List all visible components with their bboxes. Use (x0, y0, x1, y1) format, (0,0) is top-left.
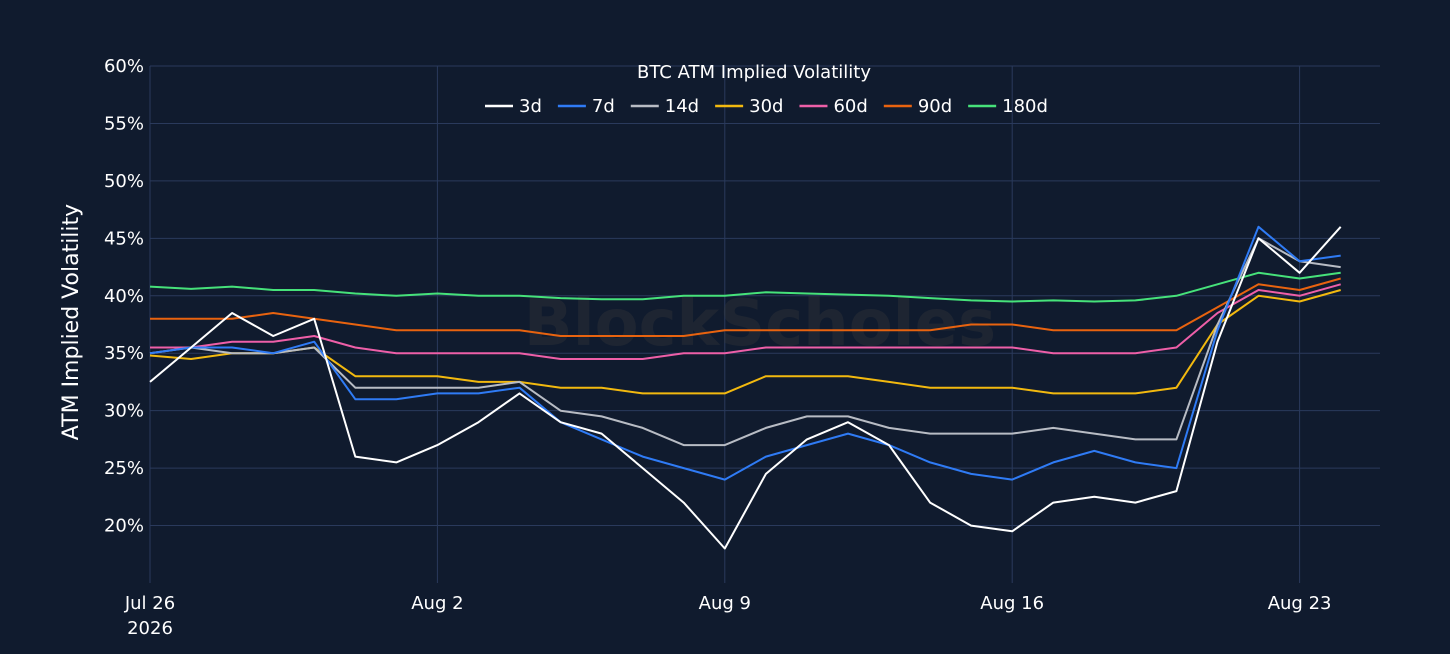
series-lines (149, 225, 1342, 550)
legend-item-3d[interactable]: 3d (485, 96, 542, 117)
x-tick-label: Jul 26 (124, 593, 175, 614)
series-line-14d (149, 237, 1341, 447)
y-tick-label: 40% (104, 286, 144, 307)
x-axis-ticks: Jul 26 2026 Aug 2 Aug 9 Aug 16 Aug 23 (124, 593, 1332, 639)
x-tick-label: Aug 16 (980, 593, 1044, 614)
y-tick-label: 30% (104, 401, 144, 422)
x-tick-label: Aug 23 (1268, 593, 1332, 614)
x-tick-label: Aug 2 (411, 593, 463, 614)
y-tick-label: 45% (104, 228, 144, 249)
legend-item-7d[interactable]: 7d (557, 96, 615, 117)
legend-label: 60d (833, 96, 867, 117)
series-line-60d (150, 283, 1341, 360)
y-axis-ticks: 20% 25% 30% 35% 40% 45% 50% 55% 60% (104, 56, 144, 537)
legend-item-180d[interactable]: 180d (968, 96, 1048, 117)
y-tick-label: 60% (104, 56, 144, 77)
legend[interactable]: 3d 7d 14d 30d 60d 90d 180d (485, 96, 1048, 117)
y-tick-label: 35% (104, 343, 144, 364)
series-line-30d (149, 289, 1341, 395)
legend-item-30d[interactable]: 30d (715, 96, 783, 117)
legend-label: 14d (665, 96, 699, 117)
legend-label: 90d (918, 96, 952, 117)
series-line-180d (149, 271, 1341, 303)
series-line-7d (149, 225, 1341, 481)
legend-item-60d[interactable]: 60d (799, 96, 868, 117)
legend-label: 30d (749, 96, 783, 117)
y-axis-title: ATM Implied Volatility (59, 204, 84, 440)
series-line-3d (149, 226, 1342, 550)
legend-label: 7d (592, 96, 615, 117)
series-line-90d (150, 277, 1341, 337)
legend-item-90d[interactable]: 90d (883, 96, 952, 117)
legend-label: 3d (519, 96, 542, 117)
y-tick-label: 50% (104, 171, 144, 192)
legend-label: 180d (1002, 96, 1048, 117)
chart-title: BTC ATM Implied Volatility (637, 62, 871, 83)
y-tick-label: 20% (104, 516, 144, 537)
y-tick-label: 25% (104, 458, 144, 479)
y-tick-label: 55% (104, 113, 144, 134)
legend-item-14d[interactable]: 14d (630, 96, 699, 117)
x-tick-sublabel: 2026 (127, 618, 173, 639)
x-tick-label: Aug 9 (699, 593, 751, 614)
